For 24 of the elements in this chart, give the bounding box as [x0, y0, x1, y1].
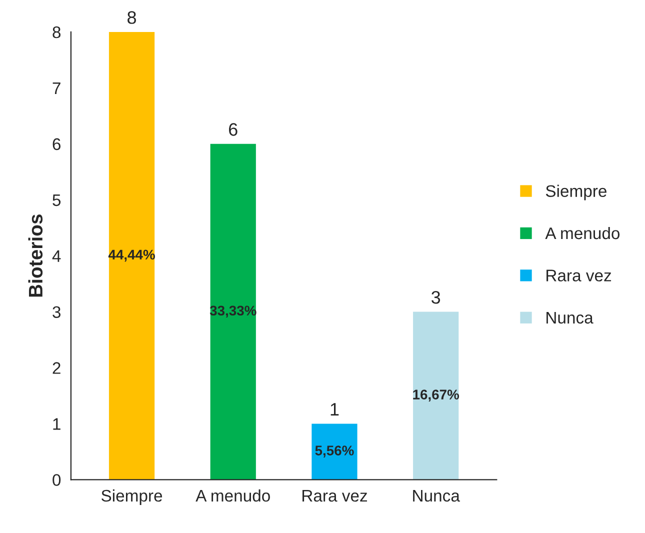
data-label: 3: [432, 290, 440, 304]
y-tick-label: 5: [52, 194, 61, 206]
y-tick-label: 0: [52, 474, 61, 486]
x-tick-label: Nunca: [413, 490, 460, 502]
y-tick-label: 2: [52, 362, 60, 374]
legend-label: Siempre: [546, 184, 606, 200]
x-tick-label: Siempre: [101, 489, 162, 505]
y-tick-label: 1: [53, 418, 60, 430]
data-label: 6: [229, 123, 238, 136]
x-tick-label: A menudo: [196, 489, 270, 502]
data-label: 1: [330, 403, 339, 416]
data-label: 8: [128, 11, 136, 24]
annotation: 5,56%: [315, 446, 354, 458]
legend-label: A menudo: [545, 226, 620, 240]
annotation: 16,67%: [413, 390, 460, 402]
legend-label: Nunca: [546, 312, 594, 324]
y-tick-label: 7: [52, 82, 60, 94]
y-axis-title: Bioterios: [28, 214, 43, 297]
legend-label: Rara vez: [546, 270, 612, 282]
y-tick-label: 8: [52, 26, 61, 38]
y-tick-label: 4: [52, 250, 61, 262]
y-tick-label: 3: [52, 306, 60, 318]
y-tick-label: 6: [52, 138, 60, 150]
x-tick-label: Rara vez: [302, 490, 367, 502]
